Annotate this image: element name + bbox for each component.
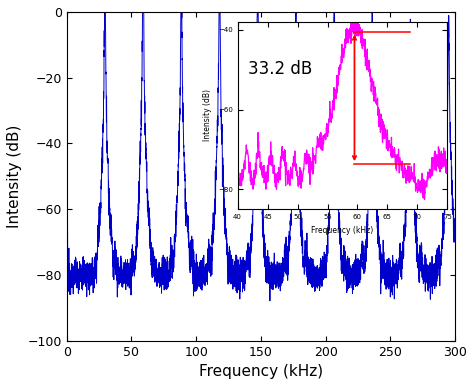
Y-axis label: Intensity (dB): Intensity (dB) <box>7 125 22 228</box>
X-axis label: Frequency (kHz): Frequency (kHz) <box>199 364 323 379</box>
